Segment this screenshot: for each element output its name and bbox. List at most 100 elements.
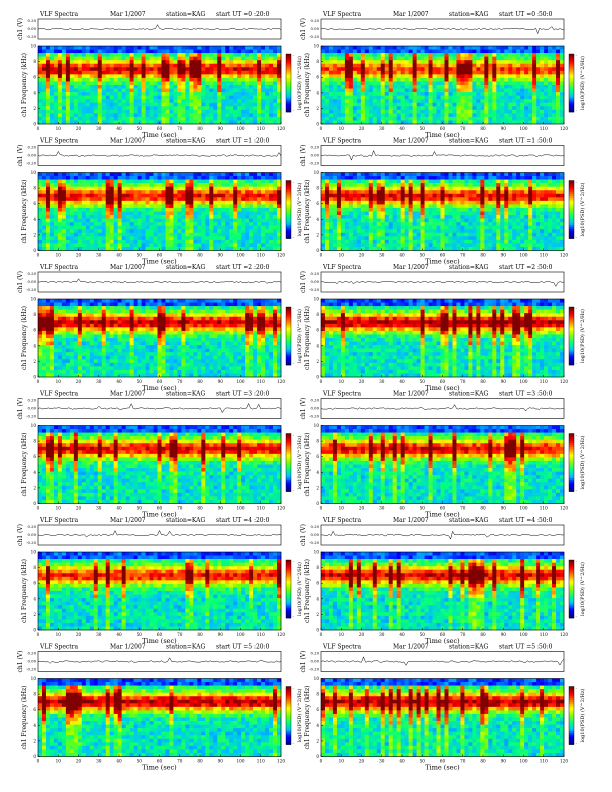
- spectrogram-cell: [436, 95, 441, 100]
- spectrogram-cell: [113, 225, 118, 230]
- spectrogram-cell: [201, 179, 206, 184]
- spectrogram-cell: [488, 85, 493, 89]
- spectrogram-cell: [189, 172, 194, 177]
- spectrogram-cell: [121, 53, 126, 57]
- ch-axis-label: ch1 (V): [300, 18, 307, 40]
- spectrogram-cell: [321, 120, 326, 125]
- spectrogram-cell: [113, 204, 118, 209]
- spectrogram-cell: [340, 106, 346, 111]
- spectrogram-cell: [173, 106, 178, 111]
- y-tick-label: 8: [316, 59, 319, 64]
- spectrogram-cell: [560, 102, 565, 107]
- spectrogram-cell: [129, 88, 134, 93]
- spectrogram-cell: [245, 77, 250, 82]
- spectrogram-cell: [65, 211, 71, 216]
- spectrogram-cell: [193, 229, 198, 234]
- spectrogram-cell: [472, 197, 477, 202]
- spectrogram-cell: [125, 85, 130, 89]
- spectrogram-cell: [428, 85, 433, 89]
- spectrogram-cell: [45, 60, 51, 65]
- spectrogram-cell: [45, 186, 51, 191]
- spectrogram-cell: [408, 67, 413, 72]
- spectrogram-cell: [229, 88, 234, 93]
- spectrogram-cell: [336, 172, 342, 177]
- spectrogram-cell: [113, 95, 118, 100]
- spectrogram-cell: [460, 109, 465, 114]
- spectrogram-cell: [153, 63, 158, 68]
- spectrogram-cell: [145, 113, 150, 118]
- spectrogram-cell: [424, 207, 429, 212]
- spectrogram-cell: [221, 243, 226, 248]
- waveform-trace: [320, 149, 564, 161]
- x-tick-label: 50: [137, 126, 143, 131]
- spectrogram-cell: [189, 120, 194, 125]
- spectrogram-cell: [468, 176, 473, 180]
- spectrogram-cell: [45, 215, 51, 219]
- spectrogram-cell: [153, 99, 158, 104]
- spectrogram-cell: [205, 109, 210, 114]
- spectrogram-cell: [125, 99, 130, 104]
- spectrogram-cell: [181, 85, 186, 89]
- spectrogram-cell: [380, 204, 386, 209]
- spectrogram-cell: [432, 81, 437, 86]
- spectrogram-cell: [185, 88, 190, 93]
- spectrogram-cell: [432, 109, 437, 114]
- spectrogram-cell: [249, 243, 254, 248]
- spectrogram-cell: [201, 95, 206, 100]
- spectrogram-cell: [560, 56, 565, 61]
- spectrogram-cell: [464, 190, 469, 195]
- spectrogram-cell: [177, 113, 182, 118]
- spectrogram-cell: [45, 218, 51, 223]
- spectrogram-cell: [528, 186, 533, 191]
- spectrogram-cell: [360, 113, 366, 118]
- spectrogram-cell: [444, 70, 449, 75]
- spectrogram-cell: [137, 53, 142, 57]
- spectrogram-cell: [233, 85, 238, 89]
- spectrogram-cell: [400, 53, 405, 57]
- spectrogram-cell: [404, 179, 409, 184]
- spectrogram-cell: [221, 95, 226, 100]
- spectrogram-cell: [532, 53, 537, 57]
- spectrogram-cell: [400, 179, 405, 184]
- spectrogram-cell: [81, 197, 87, 202]
- spectrogram-cell: [492, 190, 497, 195]
- spectrogram-cell: [265, 102, 270, 107]
- spectrogram-cell: [153, 236, 158, 241]
- spectrogram-cell: [332, 70, 338, 75]
- spectrogram-cell: [161, 81, 166, 86]
- ch-axis-label: ch1 (V): [17, 145, 24, 167]
- spectrogram-cell: [277, 222, 282, 226]
- spectrogram-cell: [261, 109, 266, 114]
- colorbar-segment: [569, 71, 574, 74]
- spectrogram-cell: [38, 67, 43, 72]
- spectrogram-cell: [153, 215, 158, 219]
- spectrogram-cell: [464, 99, 469, 104]
- spectrogram-cell: [544, 183, 549, 187]
- spectrogram-cell: [169, 102, 174, 107]
- spectrogram-cell: [536, 190, 541, 195]
- spectrogram-cell: [396, 60, 401, 65]
- spectrogram-cell: [57, 225, 63, 230]
- spectrogram-cell: [149, 236, 154, 241]
- spectrogram-cell: [221, 81, 226, 86]
- spectrogram-cell: [153, 190, 158, 195]
- spectrogram-cell: [464, 88, 469, 93]
- spectrogram-cell: [269, 229, 274, 234]
- spectrogram-cell: [117, 67, 122, 72]
- spectrogram-cell: [544, 113, 549, 118]
- spectrogram-cell: [101, 92, 107, 96]
- spectrogram-cell: [520, 113, 525, 118]
- spectrogram-cell: [277, 67, 282, 72]
- spectrogram-cell: [101, 218, 107, 223]
- spectrogram-cell: [85, 243, 91, 248]
- spectrogram-cell: [520, 204, 525, 209]
- spectrogram-cell: [117, 225, 122, 230]
- spectrogram-cell: [480, 113, 485, 118]
- spectrogram-cell: [476, 109, 481, 114]
- spectrogram-cell: [380, 172, 386, 177]
- spectrogram-cell: [141, 204, 146, 209]
- spectrogram-cell: [133, 120, 138, 125]
- spectrogram-cell: [277, 193, 282, 198]
- spectrogram-cell: [237, 243, 242, 248]
- spectrogram-cell: [89, 102, 95, 107]
